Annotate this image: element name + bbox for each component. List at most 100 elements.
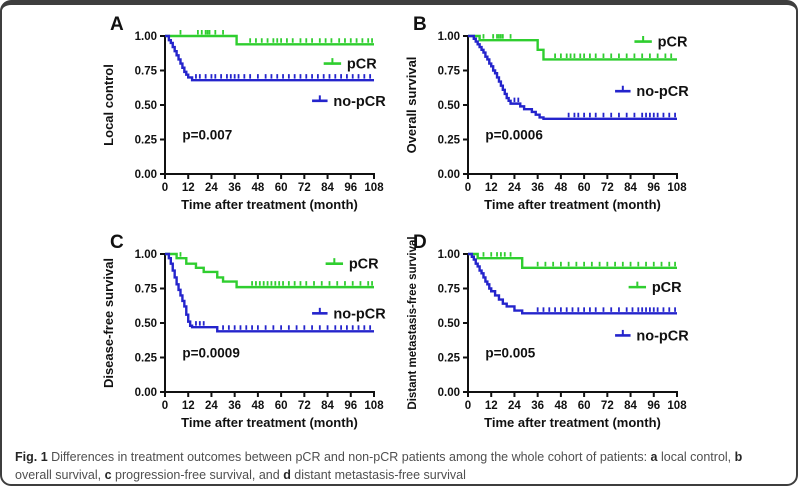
x-axis-title: Time after treatment (month) — [181, 197, 358, 212]
x-tick-label: 60 — [275, 400, 288, 412]
km-chart-c: C 0 12 24 36 48 60 72 84 96 108 0.00 0.25 0.50 0.75 1.0… — [101, 232, 386, 430]
panel-b: B 0 12 24 36 48 60 72 84 96 108 0.00 0.25 0.50 0.75 1.0… — [400, 6, 703, 224]
x-tick-label: 24 — [508, 400, 521, 412]
x-tick-label: 12 — [182, 400, 195, 412]
legend-label-nopcr: no-pCR — [333, 94, 386, 110]
km-curve-nopcr — [165, 34, 374, 82]
caption-text-segment: progression-free survival, and — [111, 467, 284, 482]
y-tick-label: 0.75 — [135, 66, 158, 78]
x-tick-label: 72 — [601, 400, 614, 412]
x-tick-label: 36 — [228, 182, 241, 194]
x-tick-label: 12 — [182, 182, 195, 194]
y-tick-label: 1.00 — [438, 31, 460, 43]
legend-label-nopcr: no-pCR — [333, 306, 386, 322]
km-curve-pcr — [468, 34, 677, 61]
x-tick-label: 108 — [364, 182, 384, 194]
x-tick-label: 60 — [275, 182, 288, 194]
x-tick-label: 60 — [578, 182, 591, 194]
y-tick-label: 0.00 — [135, 387, 157, 399]
legend-label-nopcr: no-pCR — [636, 328, 689, 344]
caption-text-segment: overall survival, — [15, 467, 105, 482]
km-chart-d: D 0 12 24 36 48 60 72 84 96 108 0.00 0.25 0.50 0.75 1.0… — [407, 232, 689, 430]
x-tick-label: 36 — [228, 400, 241, 412]
p-value-label: p=0.0006 — [485, 128, 543, 143]
x-tick-label: 60 — [578, 400, 591, 412]
x-tick-label: 24 — [205, 182, 218, 194]
x-tick-label: 84 — [321, 400, 334, 412]
panel-letter: B — [413, 14, 427, 35]
km-curve-pcr — [165, 252, 374, 289]
y-tick-label: 0.00 — [438, 169, 460, 181]
x-axis-title: Time after treatment (month) — [181, 415, 358, 430]
legend-label-pcr: pCR — [349, 257, 379, 273]
panel-d: D 0 12 24 36 48 60 72 84 96 108 0.00 0.25 0.50 0.75 1.0… — [400, 224, 703, 442]
y-axis-title: Local control — [101, 64, 116, 146]
y-axis-title: Distant metastasis-free survival — [407, 236, 419, 409]
y-tick-label: 1.00 — [135, 31, 157, 43]
panel-a: A 0 12 24 36 48 60 72 84 96 108 0.00 0.25 0.50 0.75 1.0… — [97, 6, 400, 224]
x-tick-label: 96 — [647, 182, 660, 194]
panel-c: C 0 12 24 36 48 60 72 84 96 108 0.00 0.25 0.50 0.75 1.0… — [97, 224, 400, 442]
caption-text-segment: distant metastasis-free survival — [290, 467, 466, 482]
km-chart-a: A 0 12 24 36 48 60 72 84 96 108 0.00 0.25 0.50 0.75 1.0… — [101, 14, 386, 212]
axes — [467, 253, 678, 393]
x-axis-title: Time after treatment (month) — [484, 415, 661, 430]
p-value-label: p=0.007 — [182, 128, 232, 143]
legend-label-pcr: pCR — [658, 35, 688, 51]
y-tick-label: 0.00 — [438, 387, 460, 399]
panel-letter: C — [110, 232, 124, 253]
y-tick-label: 0.50 — [438, 318, 460, 330]
y-axis-title: Disease-free survival — [101, 258, 116, 388]
y-tick-label: 0.25 — [135, 135, 158, 147]
km-curve-nopcr — [468, 252, 677, 315]
km-curve-nopcr — [165, 252, 374, 333]
x-tick-label: 108 — [364, 400, 384, 412]
x-tick-label: 72 — [601, 182, 614, 194]
p-value-label: p=0.005 — [485, 346, 535, 361]
y-tick-label: 0.75 — [438, 66, 461, 78]
x-tick-label: 0 — [465, 182, 471, 194]
y-tick-label: 0.00 — [135, 169, 157, 181]
y-tick-label: 0.25 — [438, 353, 461, 365]
y-tick-label: 0.50 — [135, 318, 157, 330]
x-tick-label: 72 — [298, 182, 311, 194]
x-tick-label: 0 — [162, 182, 168, 194]
caption-bold-segment: d — [283, 467, 291, 482]
x-tick-label: 12 — [485, 400, 498, 412]
x-tick-label: 96 — [344, 400, 357, 412]
x-tick-label: 108 — [667, 400, 687, 412]
caption-bold-segment: Fig. 1 — [15, 450, 48, 464]
x-tick-label: 24 — [508, 182, 521, 194]
axes — [467, 35, 678, 175]
x-tick-label: 48 — [251, 182, 264, 194]
y-tick-label: 1.00 — [135, 249, 157, 261]
x-tick-label: 24 — [205, 400, 218, 412]
y-tick-label: 0.75 — [135, 284, 158, 296]
x-tick-label: 48 — [554, 182, 567, 194]
x-tick-label: 36 — [531, 182, 544, 194]
x-tick-label: 48 — [554, 400, 567, 412]
figure-caption: Fig. 1 Differences in treatment outcomes… — [2, 445, 796, 484]
y-tick-label: 0.50 — [135, 100, 157, 112]
legend-label-pcr: pCR — [652, 280, 682, 296]
y-tick-label: 0.25 — [438, 135, 461, 147]
km-curve-nopcr — [468, 34, 677, 120]
x-tick-label: 0 — [465, 400, 471, 412]
x-tick-label: 84 — [624, 400, 637, 412]
caption-bold-segment: c — [104, 467, 112, 482]
p-value-label: p=0.0009 — [182, 346, 239, 361]
x-tick-label: 0 — [162, 400, 168, 412]
y-tick-label: 0.50 — [438, 100, 460, 112]
panel-letter: D — [413, 232, 427, 253]
x-tick-label: 72 — [298, 400, 311, 412]
x-tick-label: 48 — [251, 400, 264, 412]
y-tick-label: 0.25 — [135, 353, 158, 365]
caption-bold-segment: b — [734, 450, 743, 464]
legend-label-nopcr: no-pCR — [636, 84, 689, 100]
km-curve-pcr — [468, 252, 677, 269]
legend-label-pcr: pCR — [347, 57, 377, 73]
x-tick-label: 96 — [647, 400, 660, 412]
caption-text-segment: local control, — [657, 450, 735, 464]
caption-bold-segment: a — [650, 450, 658, 464]
